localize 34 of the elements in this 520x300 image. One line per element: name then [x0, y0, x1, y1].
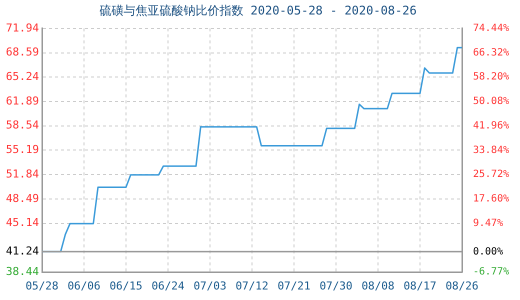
- x-tick-label: 08/08: [361, 279, 395, 292]
- y-tick-label: 61.89: [6, 94, 39, 108]
- chart-title: 硫磺与焦亚硫酸钠比价指数 2020-05-28 - 2020-08-26: [99, 3, 417, 18]
- y2-tick-label: 41.96%: [473, 120, 510, 132]
- y2-tick-label: -6.77%: [473, 266, 510, 278]
- y-tick-label: 71.94: [6, 21, 40, 34]
- y2-tick-label: 33.84%: [473, 144, 510, 156]
- y2-tick-label: 74.44%: [473, 22, 510, 34]
- y-tick-label: 38.44: [6, 264, 40, 278]
- x-tick-label: 08/17: [403, 279, 437, 292]
- x-tick-label: 06/24: [151, 279, 185, 292]
- x-tick-label: 06/06: [67, 279, 101, 292]
- y-tick-label: 55.19: [6, 143, 39, 156]
- x-tick-label: 08/26: [445, 279, 479, 292]
- y-tick-label: 41.24: [6, 244, 40, 258]
- x-tick-label: 07/21: [277, 279, 311, 292]
- x-tick-label: 07/12: [235, 279, 269, 292]
- x-tick-label: 07/03: [193, 279, 227, 292]
- y2-tick-label: 17.60%: [473, 193, 510, 204]
- x-tick-label: 06/15: [109, 279, 143, 292]
- y-tick-label: 45.14: [6, 216, 40, 230]
- y2-tick-label: 25.72%: [473, 169, 510, 180]
- y-tick-label: 51.84: [6, 167, 40, 180]
- x-tick-label: 05/28: [25, 279, 59, 292]
- y-tick-label: 48.49: [6, 192, 39, 205]
- y2-tick-label: 50.08%: [473, 96, 510, 108]
- x-tick-label: 07/30: [319, 279, 353, 292]
- y2-tick-label: 0.00%: [473, 246, 504, 258]
- y-tick-label: 58.54: [6, 118, 40, 132]
- y2-tick-label: 66.32%: [473, 47, 510, 58]
- y2-tick-label: 9.47%: [473, 218, 504, 229]
- y-tick-label: 65.24: [6, 70, 40, 83]
- y-tick-label: 68.59: [6, 46, 39, 59]
- y2-tick-label: 58.20%: [473, 72, 510, 83]
